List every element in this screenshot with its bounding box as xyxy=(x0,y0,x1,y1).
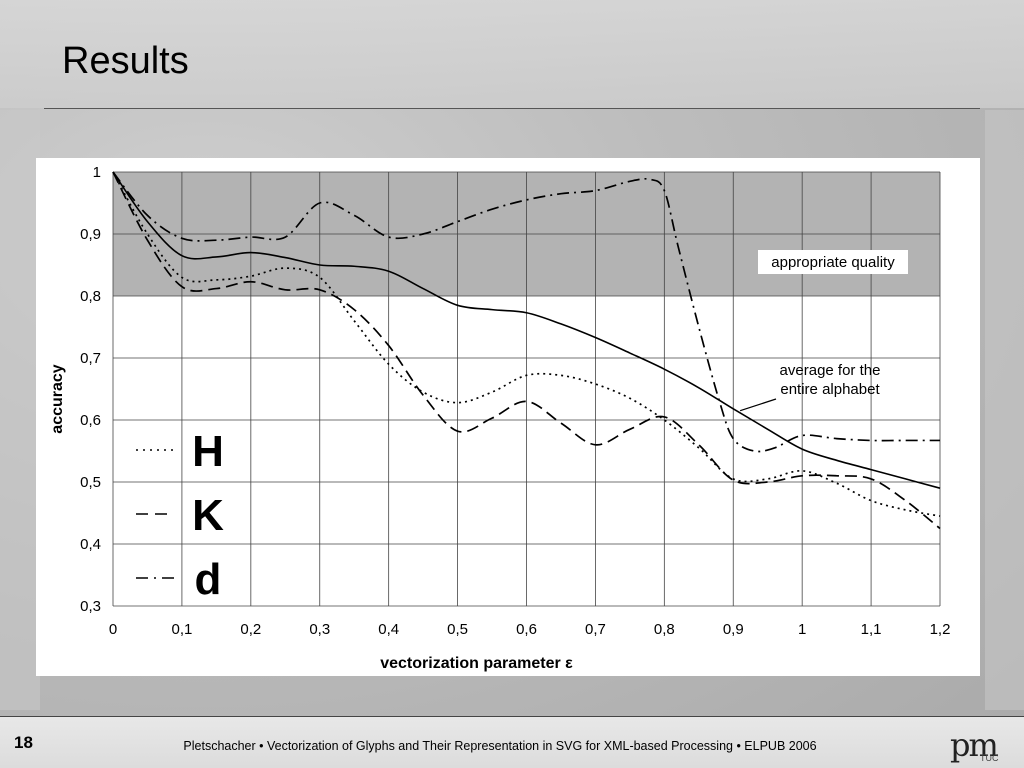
title-band xyxy=(0,0,1024,108)
series-line-h xyxy=(112,171,941,517)
y-tick-label: 0,3 xyxy=(80,598,101,615)
x-tick-label: 1,2 xyxy=(930,621,951,638)
accuracy-chart: 0 0,1 0,2 0,3 0,4 0,5 0,6 0,7 0,8 0,9 1 1,1 1,2 0,3 0,… xyxy=(49,164,951,672)
chart-panel: 0 0,1 0,2 0,3 0,4 0,5 0,6 0,7 0,8 0,9 1 1,1 1,2 0,3 0,… xyxy=(36,158,980,676)
background-shape xyxy=(0,110,40,710)
legend-glyph: K xyxy=(192,491,224,540)
annotation-pointer xyxy=(739,398,777,412)
y-tick-label: 0,7 xyxy=(80,350,101,367)
series-line-d xyxy=(112,171,940,453)
series-line-average-for-the-entire-alphabet xyxy=(112,171,941,489)
x-tick-label: 0,3 xyxy=(309,621,330,638)
logo-subtext: TUC xyxy=(980,753,999,763)
y-tick-label: 1 xyxy=(93,164,101,181)
background-shape xyxy=(985,110,1024,710)
x-tick-label: 0,4 xyxy=(378,621,399,638)
page-number: 18 xyxy=(14,733,33,752)
x-tick-label: 1 xyxy=(798,621,806,638)
x-tick-label: 0,1 xyxy=(171,621,192,638)
x-tick-label: 0,5 xyxy=(447,621,468,638)
x-tick-label: 1,1 xyxy=(861,621,882,638)
slide-title: Results xyxy=(62,40,189,82)
legend-glyph: H xyxy=(192,427,224,476)
x-tick-label: 0 xyxy=(109,621,117,638)
title-divider xyxy=(44,108,980,109)
x-tick-label: 0,6 xyxy=(516,621,537,638)
university-logo: pm TUC xyxy=(950,726,999,764)
x-tick-label: 0,7 xyxy=(585,621,606,638)
legend-glyph: d xyxy=(195,555,222,604)
x-tick-label: 0,2 xyxy=(240,621,261,638)
y-axis-label: accuracy xyxy=(49,364,66,433)
footer-band xyxy=(0,716,1024,768)
x-tick-label: 0,9 xyxy=(723,621,744,638)
y-tick-label: 0,5 xyxy=(80,474,101,491)
y-tick-label: 0,9 xyxy=(80,226,101,243)
x-tick-label: 0,8 xyxy=(654,621,675,638)
footer-divider xyxy=(0,716,1024,717)
quality-label: appropriate quality xyxy=(771,254,895,271)
y-tick-label: 0,4 xyxy=(80,536,101,553)
y-tick-label: 0,8 xyxy=(80,288,101,305)
average-annotation-line: entire alphabet xyxy=(780,381,880,398)
logo-mark: pm xyxy=(950,726,999,764)
y-tick-label: 0,6 xyxy=(80,412,101,429)
quality-label-box xyxy=(758,250,908,274)
average-annotation-line: average for the xyxy=(780,362,881,379)
footer-credit: Pletschacher • Vectorization of Glyphs a… xyxy=(183,739,817,753)
x-axis-label: vectorization parameter ε xyxy=(380,655,573,672)
series-line-k xyxy=(112,171,941,530)
